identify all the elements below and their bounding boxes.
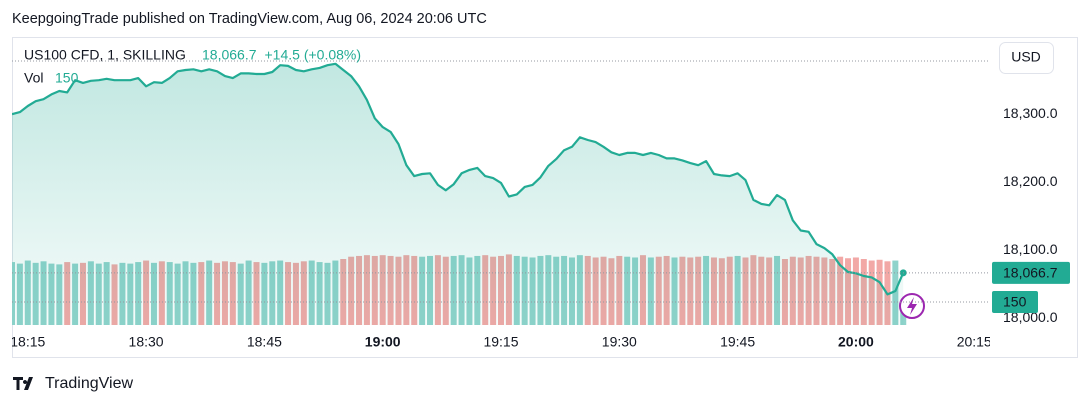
volume-value: 150 bbox=[55, 70, 79, 86]
volume-tag bbox=[992, 290, 1038, 313]
x-tick-label: 20:00 bbox=[838, 334, 874, 350]
x-tick-label: 19:45 bbox=[720, 334, 755, 350]
currency-label[interactable]: USD bbox=[1011, 49, 1041, 65]
plot-area bbox=[12, 62, 907, 325]
volume-name: Vol bbox=[24, 70, 43, 86]
x-tick-label: 20:15 bbox=[957, 334, 992, 350]
tradingview-logo: TradingView bbox=[13, 375, 133, 392]
y-tick-label: 18,100.0 bbox=[1003, 241, 1058, 257]
alert-icon[interactable] bbox=[899, 293, 925, 319]
x-tick-label: 19:30 bbox=[602, 334, 637, 350]
price-area bbox=[12, 63, 904, 325]
footer-brand: TradingView bbox=[45, 375, 133, 392]
last-price: 18,066.7 bbox=[202, 47, 257, 63]
last-price-tag-label: 18,066.7 bbox=[1003, 265, 1058, 281]
x-tick-label: 18:45 bbox=[247, 334, 282, 350]
x-tick-label: 19:15 bbox=[483, 334, 518, 350]
price-change: +14.5 (+0.08%) bbox=[265, 47, 362, 63]
time-axis: 18:15 18:30 18:45 19:00 19:15 19:30 19:45 20:00… bbox=[10, 334, 992, 350]
x-tick-label: 19:00 bbox=[365, 334, 401, 350]
volume-tag-label: 150 bbox=[1003, 294, 1027, 310]
y-tick-label: 18,200.0 bbox=[1003, 173, 1058, 189]
x-tick-label: 18:15 bbox=[10, 334, 45, 350]
last-price-tag bbox=[992, 261, 1070, 284]
symbol-name: US100 CFD, 1, SKILLING bbox=[24, 47, 186, 63]
currency-button[interactable] bbox=[999, 42, 1054, 74]
x-tick-label: 18:30 bbox=[129, 334, 164, 350]
publish-info: KeepgoingTrade published on TradingView.… bbox=[12, 11, 487, 27]
price-line bbox=[12, 62, 905, 296]
y-tick-label: 18,300.0 bbox=[1003, 105, 1058, 121]
